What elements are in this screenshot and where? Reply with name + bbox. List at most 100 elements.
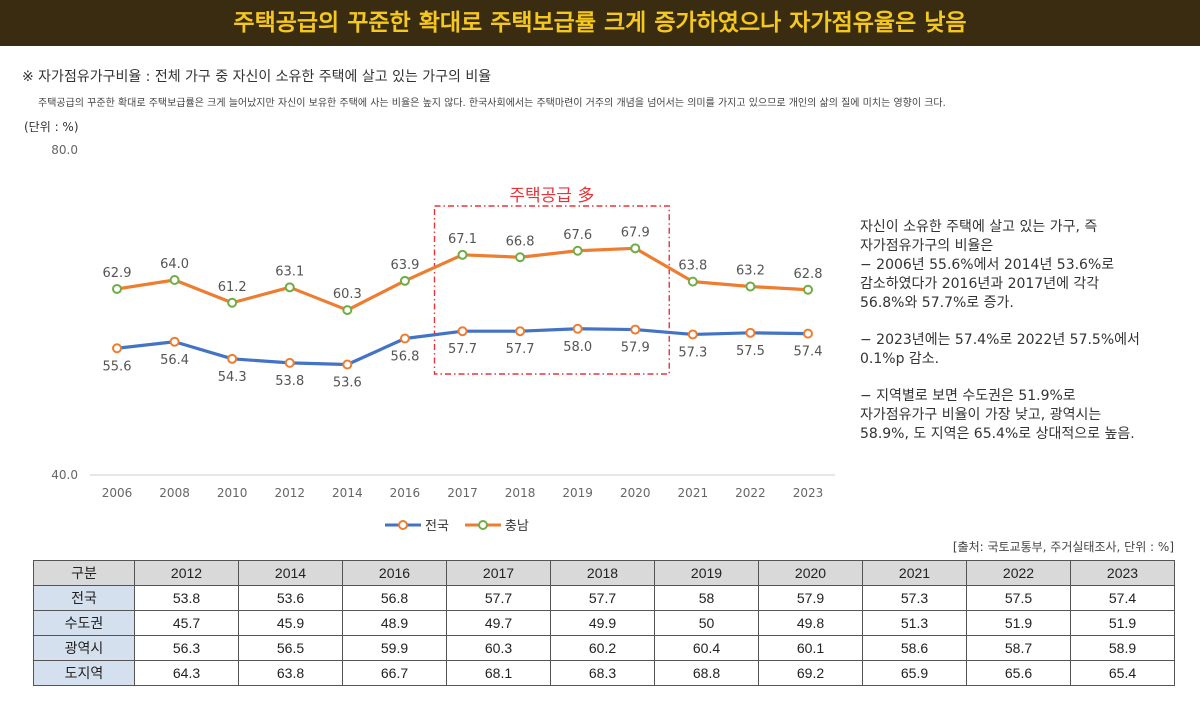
data-label: 60.3 xyxy=(333,287,362,302)
data-point xyxy=(169,275,180,285)
data-label: 55.6 xyxy=(103,359,132,374)
data-label: 57.9 xyxy=(621,341,650,356)
table-cell: 69.2 xyxy=(758,660,863,686)
data-label: 56.4 xyxy=(160,353,189,368)
data-point xyxy=(227,353,238,364)
unit-label: (단위 : %) xyxy=(24,120,79,134)
table-cell: 57.9 xyxy=(758,585,863,611)
highlight-label: 주택공급 多 xyxy=(509,186,594,206)
data-label: 54.3 xyxy=(218,370,247,385)
x-tick-label: 2021 xyxy=(678,486,709,500)
y-tick-label: 40.0 xyxy=(51,468,78,482)
legend-label-chungnam: 충남 xyxy=(504,519,529,534)
table-row-label: 전국 xyxy=(33,585,135,611)
legend-item-chungnam: 충남 xyxy=(464,515,529,534)
data-label: 67.6 xyxy=(563,228,592,243)
data-point xyxy=(687,276,698,287)
data-table: 구분 2012 2014 2016 2017 2018 2019 2020 20… xyxy=(33,560,1175,686)
table-row: 전국 53.8 53.6 56.8 57.7 57.7 58 57.9 57.3 57.5 57.4 xyxy=(33,585,1175,611)
table-cell: 57.7 xyxy=(550,585,655,611)
data-point xyxy=(687,329,698,340)
x-tick-label: 2016 xyxy=(390,486,421,500)
table-year-header: 2021 xyxy=(862,560,967,586)
data-label: 58.0 xyxy=(563,340,592,355)
table-cell: 57.5 xyxy=(966,585,1071,611)
table-cell: 60.1 xyxy=(758,635,863,661)
table-cell: 49.7 xyxy=(446,610,551,636)
data-label: 63.9 xyxy=(390,258,419,273)
table-year-header: 2018 xyxy=(550,560,655,586)
table-row-label: 수도권 xyxy=(33,610,135,636)
table-cell: 50 xyxy=(654,610,759,636)
data-point xyxy=(630,243,641,254)
data-label: 61.2 xyxy=(218,280,247,295)
description-text: 주택공급의 꾸준한 확대로 주택보급률은 크게 늘어났지만 자신이 보유한 주택… xyxy=(38,98,946,109)
table-cell: 68.8 xyxy=(654,660,759,686)
data-label: 63.2 xyxy=(736,264,765,279)
table-header-label: 구분 xyxy=(33,560,135,586)
data-point xyxy=(342,359,353,370)
legend-line-marker-icon xyxy=(385,519,421,530)
table-cell: 48.9 xyxy=(342,610,447,636)
data-label: 63.1 xyxy=(275,264,304,279)
table-year-header: 2020 xyxy=(758,560,863,586)
data-point xyxy=(572,245,583,256)
x-tick-label: 2010 xyxy=(217,486,248,500)
table-cell: 56.5 xyxy=(238,635,343,661)
table-cell: 58.7 xyxy=(966,635,1071,661)
data-point xyxy=(457,249,468,260)
data-point xyxy=(284,282,295,293)
x-tick-label: 2012 xyxy=(274,486,305,500)
table-cell: 63.8 xyxy=(238,660,343,686)
table-row-label: 도지역 xyxy=(33,660,135,686)
data-point xyxy=(803,328,813,339)
x-tick-label: 2019 xyxy=(562,486,593,500)
x-tick-label: 2018 xyxy=(505,486,536,500)
data-label: 57.5 xyxy=(736,344,765,359)
table-year-header: 2017 xyxy=(446,560,551,586)
table-cell: 66.7 xyxy=(342,660,447,686)
data-label: 57.4 xyxy=(794,345,823,360)
table-cell: 68.1 xyxy=(446,660,551,686)
table-row: 광역시 56.3 56.5 59.9 60.3 60.2 60.4 60.1 58.6 58.7 5… xyxy=(33,635,1175,661)
data-point xyxy=(515,326,526,337)
data-label: 66.8 xyxy=(506,234,535,249)
x-tick-label: 2022 xyxy=(735,486,766,500)
highlight-box xyxy=(433,205,670,375)
source-note: [출처: 국토교통부, 주거실태조사, 단위 : %] xyxy=(952,540,1174,554)
legend-line-marker-icon xyxy=(464,519,501,530)
data-label: 53.8 xyxy=(275,374,304,389)
table-cell: 58.6 xyxy=(862,635,967,661)
table-cell: 49.9 xyxy=(550,610,655,636)
table-cell: 49.8 xyxy=(758,610,863,636)
table-cell: 65.6 xyxy=(966,660,1071,686)
table-cell: 57.4 xyxy=(1070,585,1175,611)
data-point xyxy=(399,333,410,344)
table-cell: 64.3 xyxy=(134,660,239,686)
table-row-label: 광역시 xyxy=(33,635,135,661)
table-cell: 59.9 xyxy=(342,635,447,661)
x-tick-label: 2020 xyxy=(620,486,651,500)
table-cell: 60.4 xyxy=(654,635,759,661)
table-cell: 51.9 xyxy=(966,610,1071,636)
table-year-header: 2023 xyxy=(1070,560,1175,586)
data-label: 53.6 xyxy=(333,376,362,391)
data-point xyxy=(803,284,813,295)
x-tick-label: 2006 xyxy=(102,486,133,500)
data-label: 67.1 xyxy=(448,232,477,247)
data-point xyxy=(745,327,756,338)
data-point xyxy=(112,343,122,354)
data-point xyxy=(169,336,180,347)
annotation-paragraph-2: − 2023년에는 57.4%로 2022년 57.5%에서 0.1%p 감소. xyxy=(860,332,1140,367)
table-cell: 45.7 xyxy=(134,610,239,636)
data-point xyxy=(342,305,353,316)
line-chart: 80.0 40.0 2006 2008 2010 2012 2014 2016 2017 2018… xyxy=(51,143,835,500)
table-cell: 53.8 xyxy=(134,585,239,611)
annotation-paragraph-3: − 지역별로 보면 수도권은 51.9%로 자가점유가구 비율이 가장 낮고, … xyxy=(860,388,1135,442)
table-cell: 57.7 xyxy=(446,585,551,611)
table-cell: 58 xyxy=(654,585,759,611)
data-point xyxy=(399,275,410,286)
legend-label-national: 전국 xyxy=(425,519,449,534)
legend-item-national: 전국 xyxy=(385,515,449,534)
data-label: 57.7 xyxy=(448,342,477,357)
